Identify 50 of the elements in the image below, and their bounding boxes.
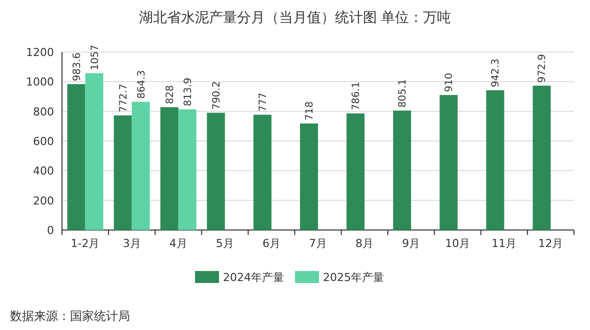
bar: [393, 110, 412, 230]
y-tick-label: 1200: [26, 46, 54, 59]
bar: [132, 102, 150, 230]
x-tick-label: 11月: [492, 237, 517, 250]
data-label: 1057: [90, 44, 101, 70]
data-label: 805.1: [398, 78, 409, 108]
data-label: 864.3: [136, 70, 148, 99]
bar: [206, 112, 225, 230]
x-tick-label: 3月: [122, 237, 141, 250]
x-tick-label: 10月: [445, 237, 470, 250]
data-label: 942.3: [490, 58, 502, 88]
source-note: 数据来源：国家统计局: [10, 309, 130, 323]
x-tick-label: 9月: [402, 237, 420, 250]
bar: [114, 115, 132, 230]
data-label: 777: [258, 92, 269, 112]
x-tick-label: 12月: [538, 237, 564, 250]
y-tick-label: 200: [33, 194, 54, 208]
y-tick-label: 1000: [26, 76, 54, 89]
data-label: 718: [304, 101, 316, 120]
bar: [486, 90, 504, 230]
x-tick-label: 6月: [262, 237, 280, 250]
data-label: 786.1: [351, 82, 362, 110]
data-label: 772.7: [118, 84, 130, 112]
x-tick-label: 1-2月: [70, 237, 100, 250]
y-tick-label: 400: [33, 164, 54, 178]
data-label: 813.9: [182, 78, 194, 106]
legend-label: 2024年产量: [223, 271, 284, 284]
x-tick-label: 7月: [309, 237, 327, 250]
x-tick-label: 8月: [356, 237, 374, 250]
bar: [253, 114, 272, 230]
bar: [300, 123, 318, 230]
bar: [532, 86, 551, 230]
bar: [440, 95, 458, 230]
y-tick-label: 600: [33, 135, 54, 148]
y-tick-label: 0: [47, 224, 54, 237]
data-label: 910: [444, 72, 456, 92]
bar: [346, 113, 365, 230]
chart-title: 湖北省水泥产量分月（当月值）统计图 单位：万吨: [138, 10, 452, 26]
bar: [67, 84, 86, 230]
x-tick-label: 5月: [216, 237, 234, 250]
data-label: 828: [164, 85, 176, 104]
y-tick-label: 800: [33, 105, 54, 118]
legend-label: 2025年产量: [323, 271, 384, 284]
data-label: 790.2: [211, 81, 222, 110]
bar: [178, 109, 196, 230]
data-label: 983.6: [72, 52, 83, 82]
data-label: 972.9: [537, 54, 548, 83]
bar: [160, 107, 178, 230]
x-tick-label: 4月: [169, 237, 188, 250]
bar: [85, 73, 104, 230]
